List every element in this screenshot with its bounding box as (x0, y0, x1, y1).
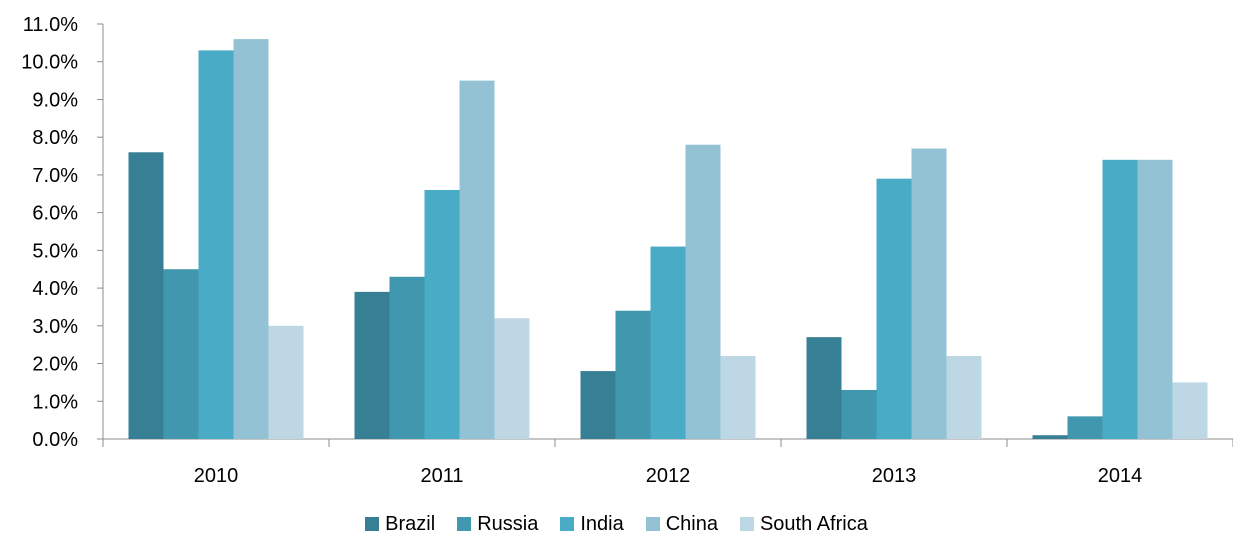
x-tick-label: 2012 (646, 465, 691, 487)
legend-swatch (739, 517, 754, 531)
bar-china-2010 (233, 39, 269, 439)
y-tick-labels: 0.0% 1.0% 2.0% 3.0% 4.0% 5.0% 6.0% 7.0% 8.0% 9.0%… (21, 14, 78, 451)
bar-china-2013 (911, 148, 947, 439)
y-tick-label: 4.0% (32, 278, 78, 300)
bar-brazil-2013 (806, 337, 842, 439)
bar-india-2010 (198, 50, 234, 440)
legend-swatch (365, 517, 380, 531)
y-tick-label: 7.0% (32, 165, 78, 187)
bar-brazil-2012 (580, 371, 616, 439)
bar-china-2014 (1137, 159, 1173, 439)
x-tick-label: 2010 (194, 465, 239, 487)
legend-swatch (645, 517, 660, 531)
x-tick-label: 2011 (420, 465, 463, 487)
bar-china-2011 (459, 80, 495, 439)
bar-brazil-2010 (128, 152, 164, 440)
bar-russia-2014 (1067, 416, 1103, 439)
x-tick-labels: 2010 2011 2012 2013 2014 (194, 465, 1143, 487)
legend-label: India (580, 513, 624, 535)
y-tick-label: 0.0% (32, 429, 78, 451)
bar-south-africa-2013 (946, 356, 982, 439)
bar-russia-2013 (841, 389, 877, 439)
x-tick-label: 2013 (872, 465, 917, 487)
bar-india-2011 (424, 190, 460, 439)
y-tick-label: 8.0% (32, 127, 78, 149)
legend-swatch (457, 517, 472, 531)
legend-item-brazil: Brazil (365, 514, 435, 534)
y-tick-label: 3.0% (32, 316, 78, 338)
legend-item-south-africa: South Africa (739, 513, 868, 535)
bar-china-2012 (685, 144, 721, 439)
bar-india-2014 (1102, 159, 1138, 439)
legend-item-india: India (560, 513, 624, 535)
legend-item-china: China (645, 513, 718, 535)
bars (128, 39, 1208, 440)
legend: Brazil Russia India China South Africa (0, 514, 1233, 534)
bar-india-2012 (650, 246, 686, 439)
x-tick-label: 2014 (1098, 465, 1143, 487)
bar-south-africa-2010 (268, 325, 304, 439)
y-tick-label: 1.0% (32, 391, 78, 413)
y-tick-label: 9.0% (32, 89, 78, 111)
bar-russia-2011 (389, 276, 425, 439)
legend-label: China (665, 513, 718, 535)
y-tick-label: 6.0% (32, 203, 78, 225)
y-tick-label: 5.0% (32, 240, 78, 262)
legend-label: Brazil (385, 513, 436, 535)
y-tick-label: 2.0% (32, 354, 78, 376)
bar-south-africa-2011 (494, 318, 530, 439)
bar-south-africa-2012 (720, 356, 756, 439)
bar-brazil-2011 (354, 291, 390, 439)
legend-label: South Africa (759, 513, 868, 535)
legend-label: Russia (477, 513, 539, 535)
legend-item-russia: Russia (457, 514, 538, 534)
bar-brazil-2014 (1032, 435, 1068, 439)
bar-south-africa-2014 (1172, 382, 1208, 439)
y-tick-label: 10.0% (21, 52, 78, 74)
legend-swatch (560, 517, 575, 531)
bar-india-2013 (876, 178, 912, 439)
y-tick-label: 11.0% (23, 14, 78, 36)
bar-russia-2010 (163, 269, 199, 439)
bar-russia-2012 (615, 310, 651, 439)
